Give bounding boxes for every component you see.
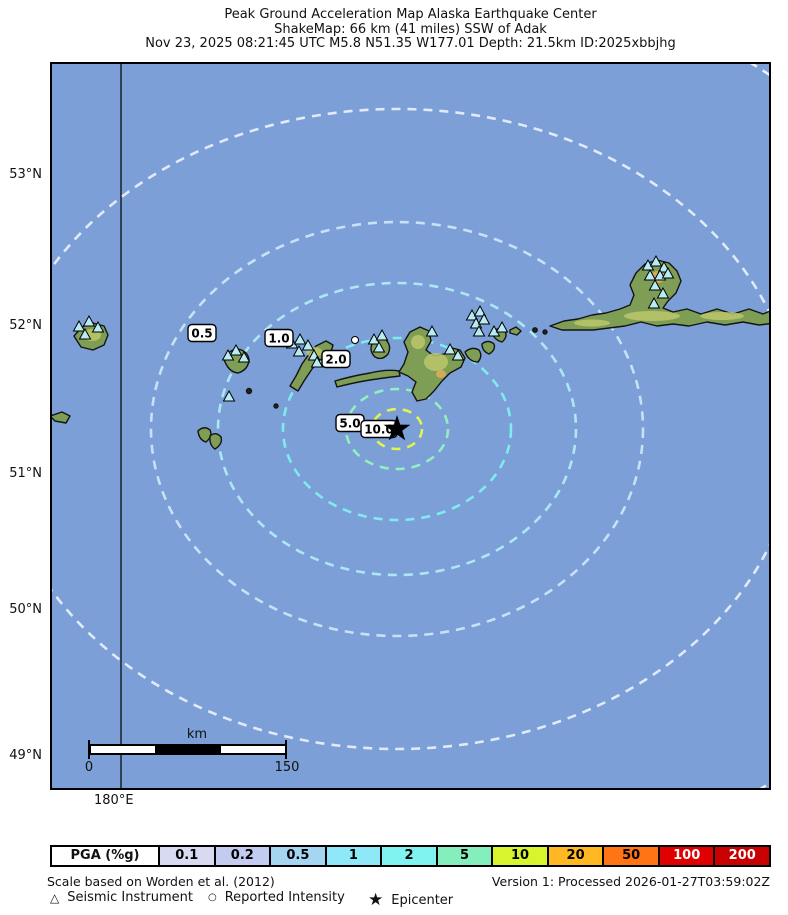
triangle-icon: △ — [50, 890, 60, 905]
shakemap-canvas: 0.5 1.0 2.0 5.0 10.0 km 0 150 — [50, 62, 771, 790]
ocean-background — [52, 64, 769, 788]
colorbar-cell-10: 10 — [491, 847, 547, 865]
seismic-station-marker — [649, 254, 663, 267]
legend-item-label: Seismic Instrument — [67, 890, 193, 905]
seismic-station-marker — [425, 324, 439, 337]
latitude-label: 53°N — [9, 167, 42, 182]
colorbar-cell-50: 50 — [602, 847, 658, 865]
seismic-station-marker — [477, 312, 491, 325]
seismic-station-marker — [451, 348, 465, 361]
island — [481, 340, 496, 355]
seismic-station-marker — [372, 340, 386, 353]
symbol-legend: △ Seismic Instrument ○ Reported Intensity ★ E… — [48, 890, 771, 910]
seismic-station-marker — [656, 286, 670, 299]
latitude-label: 52°N — [9, 318, 42, 333]
svg-text:2.0: 2.0 — [325, 353, 346, 367]
seismic-station-marker — [472, 324, 486, 337]
seismic-station-marker — [643, 268, 657, 281]
island — [52, 411, 71, 424]
islet — [273, 403, 279, 409]
seismic-station-marker — [661, 266, 675, 279]
event-details-subtitle: Nov 23, 2025 08:21:45 UTC M5.8 N51.35 W1… — [145, 36, 676, 51]
pga-contour-5.0 — [344, 387, 450, 471]
colorbar-cell-200: 200 — [713, 847, 770, 865]
legend-item: ○ Reported Intensity — [208, 890, 345, 905]
svg-text:1.0: 1.0 — [268, 332, 289, 346]
seismic-station-marker — [82, 314, 96, 327]
map-svg: 0.5 1.0 2.0 5.0 10.0 — [52, 64, 769, 788]
islet — [245, 387, 253, 395]
colorbar-cell-0.5: 0.5 — [269, 847, 325, 865]
island — [209, 433, 223, 450]
contour-label: 5.0 — [335, 413, 365, 433]
colorbar-cell-2: 2 — [380, 847, 436, 865]
island — [334, 369, 401, 388]
event-location-subtitle: ShakeMap: 66 km (41 miles) SSW of Adak — [274, 21, 547, 37]
svg-text:0.5: 0.5 — [191, 327, 212, 341]
island — [464, 347, 482, 363]
colorbar-cell-0.1: 0.1 — [158, 847, 214, 865]
seismic-station-marker — [648, 278, 662, 291]
version-processed-note: Version 1: Processed 2026-01-27T03:59:02… — [491, 874, 770, 889]
legend-item: ★ Epicenter — [368, 890, 453, 910]
latitude-label: 51°N — [9, 466, 42, 481]
seismic-station-marker — [375, 328, 389, 341]
islet — [532, 327, 538, 333]
seismic-station-marker — [495, 320, 509, 333]
seismic-station-marker — [72, 319, 86, 332]
scale-reference-note: Scale based on Worden et al. (2012) — [47, 874, 275, 889]
contour-label: 1.0 — [264, 328, 294, 348]
reported-intensity-marker — [351, 336, 359, 344]
colorbar-title: PGA (%g) — [52, 847, 158, 865]
seismic-station-marker — [473, 304, 487, 317]
colorbar-cell-100: 100 — [657, 847, 714, 865]
circle-icon: ○ — [208, 892, 217, 903]
colorbar-cell-20: 20 — [546, 847, 603, 865]
seismic-station-marker — [647, 296, 661, 309]
seismic-station-marker — [229, 343, 243, 356]
pga-contour-0.2 — [52, 107, 769, 751]
colorbar-cell-5: 5 — [435, 847, 492, 865]
svg-text:10.0: 10.0 — [364, 423, 394, 437]
map-title-block: Peak Ground Acceleration Map Alaska Eart… — [50, 7, 771, 52]
latitude-label: 49°N — [9, 748, 42, 763]
seismic-station-marker — [443, 342, 457, 355]
contour-label: 2.0 — [321, 349, 351, 369]
longitude-axis-label: 180°E — [94, 793, 134, 808]
seismic-station-marker — [222, 389, 236, 402]
pga-colorbar: PGA (%g) 0.1 0.2 0.5 1 2 5 10 20 50 100 200 — [50, 845, 771, 867]
seismic-station-marker — [301, 338, 315, 351]
seismic-station-marker — [237, 350, 251, 363]
pga-contour-0.5 — [149, 220, 645, 638]
seismic-station-marker — [310, 355, 324, 368]
legend-item: △ Seismic Instrument — [50, 890, 193, 905]
latitude-label: 50°N — [9, 602, 42, 617]
seismic-station-marker — [292, 344, 306, 357]
pga-contour-2.0 — [281, 336, 513, 522]
epicenter-star-icon — [383, 415, 411, 441]
colorbar-cell-1: 1 — [324, 847, 381, 865]
page-title: Peak Ground Acceleration Map Alaska Eart… — [224, 7, 597, 22]
legend-item-label: Reported Intensity — [224, 890, 345, 905]
pga-contour-1.0 — [216, 281, 578, 577]
stations-layer — [72, 254, 675, 402]
seismic-station-marker — [78, 327, 92, 340]
legend-item-label: Epicenter — [391, 892, 454, 908]
islet — [542, 329, 548, 335]
island — [509, 326, 522, 336]
svg-text:5.0: 5.0 — [339, 417, 360, 431]
contour-label: 0.5 — [187, 323, 217, 343]
seismic-station-marker — [293, 332, 307, 345]
seismic-station-marker — [91, 320, 105, 333]
star-icon: ★ — [368, 890, 384, 910]
colorbar-cell-0.2: 0.2 — [213, 847, 270, 865]
